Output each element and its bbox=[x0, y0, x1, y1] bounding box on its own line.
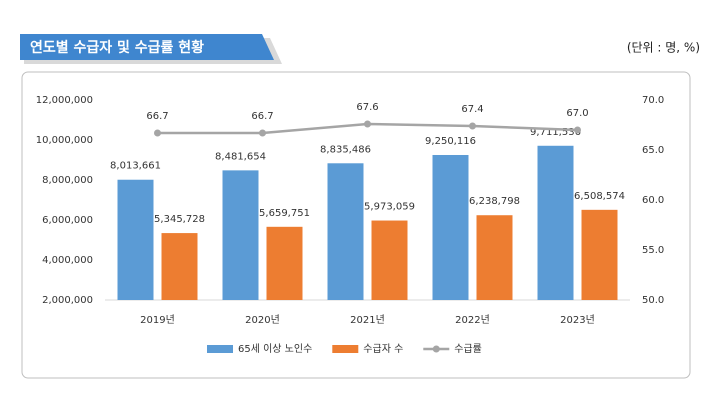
x-tick-label: 2022년 bbox=[455, 314, 490, 326]
bar bbox=[327, 163, 364, 300]
bar bbox=[432, 154, 469, 300]
data-label: 67.4 bbox=[461, 104, 483, 115]
data-label: 67.6 bbox=[356, 102, 378, 113]
x-tick-label: 2020년 bbox=[245, 314, 280, 326]
bar bbox=[476, 215, 513, 300]
data-label: 5,345,728 bbox=[154, 214, 205, 225]
line-point bbox=[259, 129, 266, 137]
data-label: 6,238,798 bbox=[469, 196, 520, 207]
legend-label: 65세 이상 노인수 bbox=[238, 343, 312, 355]
y-tick-label: 4,000,000 bbox=[42, 255, 93, 266]
bar bbox=[266, 226, 303, 300]
legend-symbol bbox=[332, 345, 359, 353]
y-tick-label: 6,000,000 bbox=[42, 215, 93, 226]
bar bbox=[161, 233, 198, 300]
data-label: 8,481,654 bbox=[215, 151, 266, 162]
banner bbox=[20, 34, 274, 60]
data-label: 66.7 bbox=[146, 111, 168, 122]
y-tick-label: 10,000,000 bbox=[36, 135, 93, 146]
legend-symbol bbox=[207, 345, 233, 353]
data-label: 5,973,059 bbox=[364, 202, 415, 213]
y2-tick-label: 55.0 bbox=[642, 245, 664, 256]
line-point bbox=[364, 120, 371, 128]
y-tick-label: 8,000,000 bbox=[42, 175, 93, 186]
x-tick-label: 2023년 bbox=[560, 314, 595, 326]
bar bbox=[371, 220, 408, 300]
legend-label: 수급자 수 bbox=[363, 343, 403, 355]
bar bbox=[117, 179, 154, 300]
bar bbox=[222, 170, 259, 300]
data-label: 8,013,661 bbox=[110, 161, 161, 172]
legend-symbol bbox=[432, 345, 440, 353]
data-label: 5,659,751 bbox=[259, 208, 310, 219]
data-label: 66.7 bbox=[251, 111, 273, 122]
data-label: 67.0 bbox=[566, 108, 588, 119]
x-tick-label: 2021년 bbox=[350, 314, 385, 326]
y2-tick-label: 50.0 bbox=[642, 295, 664, 306]
line-point bbox=[154, 129, 161, 137]
data-label: 8,835,486 bbox=[320, 144, 371, 155]
y2-tick-label: 60.0 bbox=[642, 195, 664, 206]
x-tick-label: 2019년 bbox=[140, 314, 175, 326]
data-label: 9,711,536 bbox=[530, 127, 581, 138]
y-tick-label: 12,000,000 bbox=[36, 95, 93, 106]
bar bbox=[581, 209, 618, 300]
y2-tick-label: 70.0 bbox=[642, 95, 664, 106]
line-point bbox=[469, 122, 476, 130]
bar bbox=[537, 145, 574, 300]
y2-tick-label: 65.0 bbox=[642, 145, 664, 156]
unit: (단위 : 명, %) bbox=[627, 41, 700, 55]
y-tick-label: 2,000,000 bbox=[42, 295, 93, 306]
legend-label: 수급률 bbox=[454, 343, 482, 355]
title: 연도별 수급자 및 수급률 현황 bbox=[30, 39, 204, 56]
data-label: 6,508,574 bbox=[574, 191, 625, 202]
line-point bbox=[574, 126, 581, 134]
data-label: 9,250,116 bbox=[425, 136, 476, 147]
